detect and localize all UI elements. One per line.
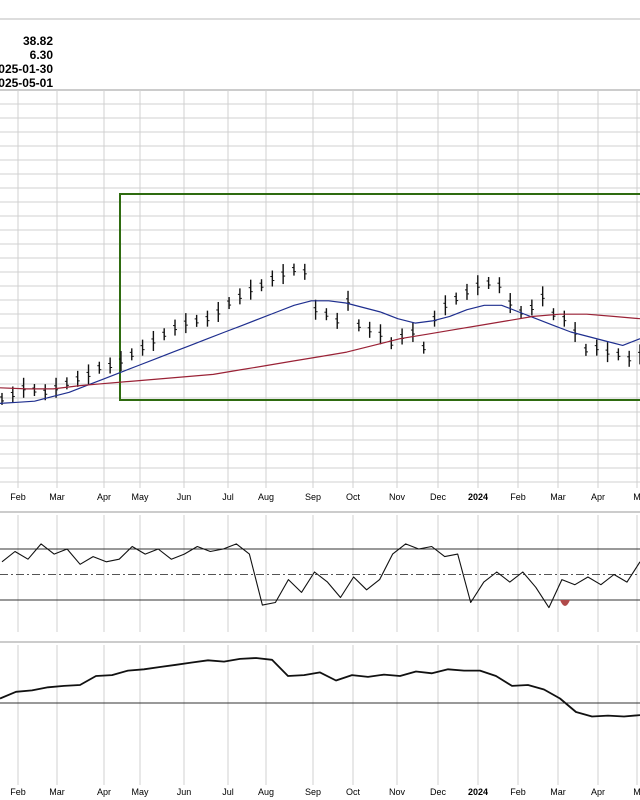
bottom-x-tick-label: Feb [10,787,26,797]
bottom-x-tick-label: Jun [177,787,192,797]
price-x-tick-label: Mar [550,492,566,502]
bottom-x-tick-label: Mar [550,787,566,797]
bottom-x-tick-label: Sep [305,787,321,797]
price-x-tick-label: Jun [177,492,192,502]
price-x-tick-label: Sep [305,492,321,502]
moving-average-long [0,313,640,390]
price-x-tick-label: 2024 [468,492,488,502]
price-x-tick-label: Nov [389,492,406,502]
bottom-x-tick-label: Feb [510,787,526,797]
bottom-x-tick-label: Oct [346,787,361,797]
header-value-4: 025-05-01 [0,76,53,90]
price-x-tick-label: Feb [10,492,26,502]
bottom-x-tick-label: Aug [258,787,274,797]
bottom-x-tick-label: 2024 [468,787,488,797]
bottom-x-tick-label: Apr [591,787,605,797]
header-value-1: 38.82 [22,34,53,48]
highlight-box [119,193,640,401]
price-x-tick-label: Mar [49,492,65,502]
bottom-x-tick-label: Dec [430,787,447,797]
price-x-tick-label: Feb [510,492,526,502]
header-value-2: 6.30 [29,48,53,62]
rsi-oversold-fill [560,600,570,606]
price-x-tick-label: May [131,492,149,502]
moving-average-short [0,300,640,404]
bottom-x-tick-label: M [633,787,640,797]
price-x-tick-label: Dec [430,492,447,502]
price-x-tick-label: M [633,492,640,502]
bottom-x-tick-label: Nov [389,787,406,797]
price-x-tick-label: Apr [97,492,111,502]
price-x-tick-label: Aug [258,492,274,502]
bottom-x-tick-label: Apr [97,787,111,797]
relative-strength-line [0,657,640,718]
bottom-x-tick-label: Jul [222,787,234,797]
header-value-3: 025-01-30 [0,62,53,76]
price-x-tick-label: Jul [222,492,234,502]
bottom-x-tick-label: Mar [49,787,65,797]
rsi-line [1,543,640,609]
price-x-tick-label: Oct [346,492,361,502]
bottom-x-tick-label: May [131,787,149,797]
price-x-tick-label: Apr [591,492,605,502]
